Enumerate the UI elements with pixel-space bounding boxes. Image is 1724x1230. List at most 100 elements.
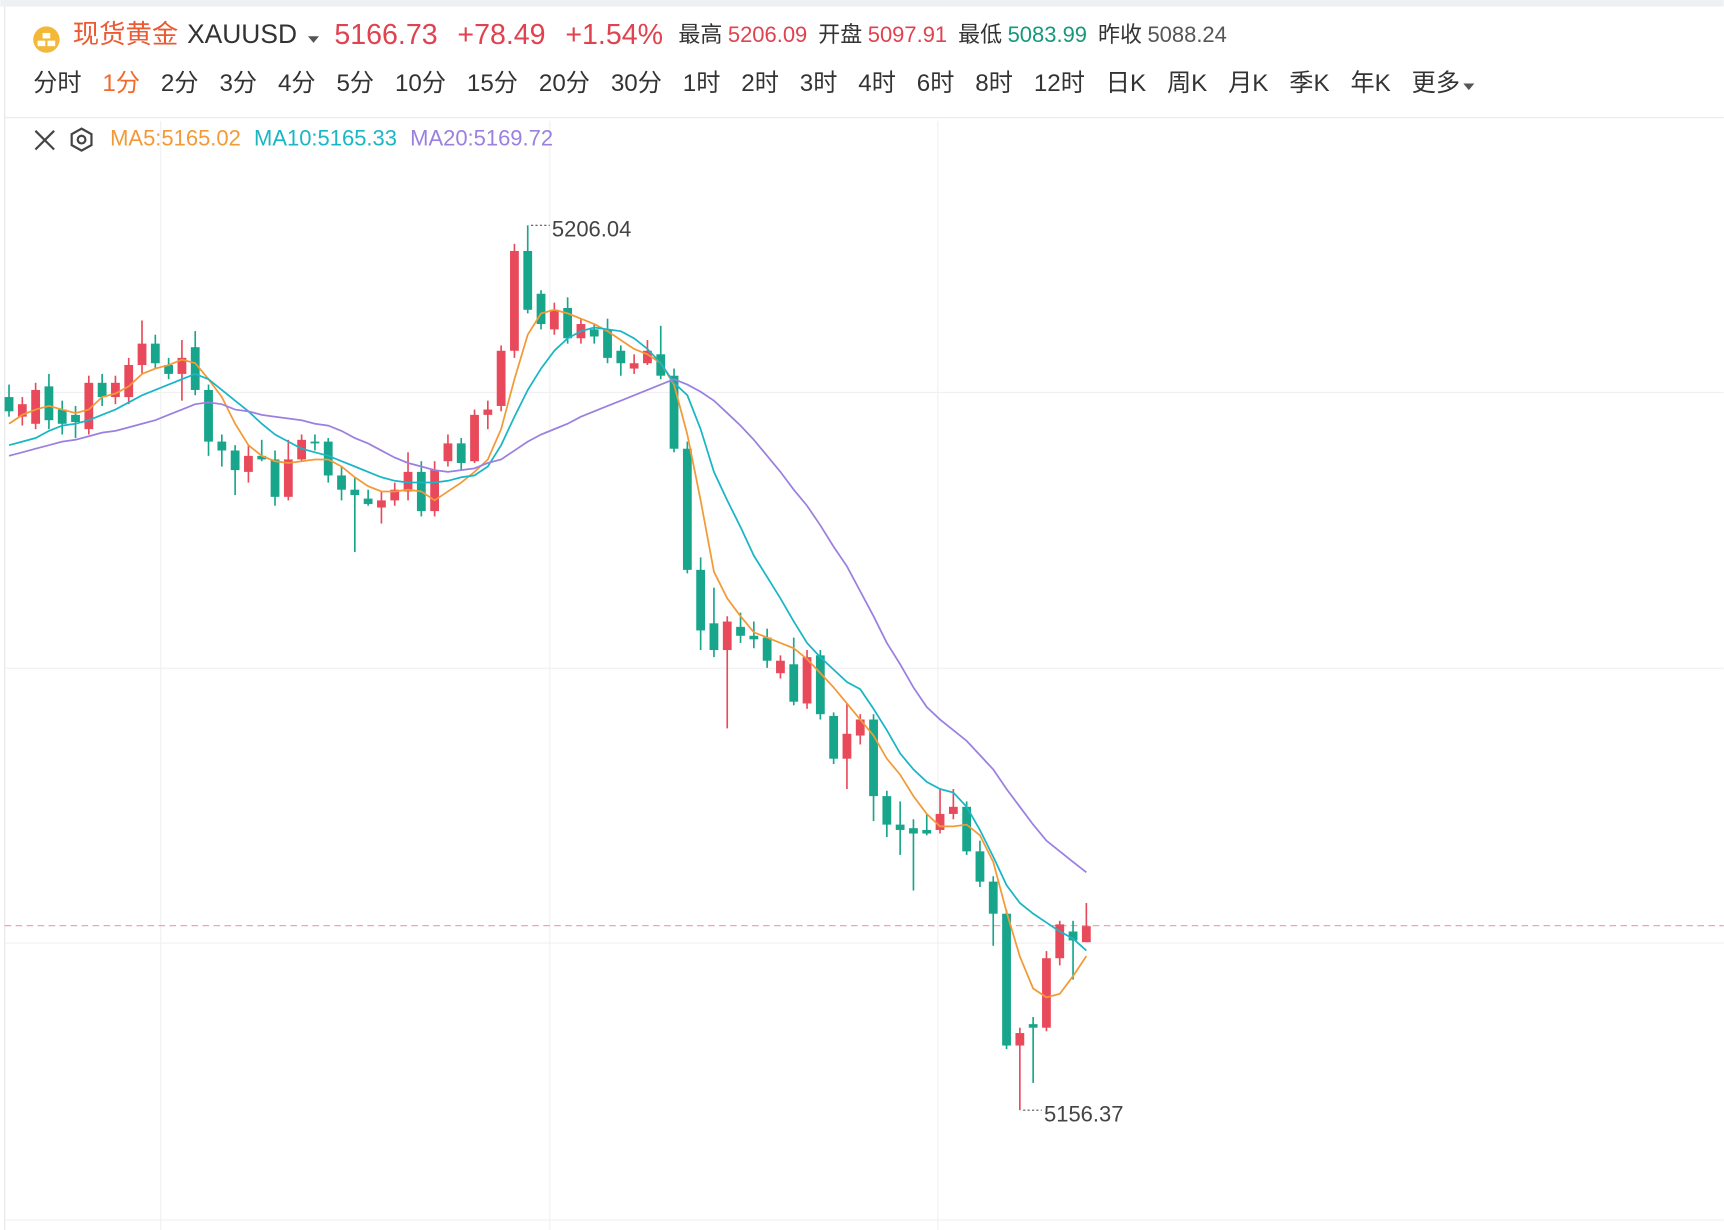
stat-label: 最高: [678, 22, 722, 47]
price: 5166.73: [334, 19, 437, 51]
candle-body: [523, 250, 533, 310]
candle-body: [1002, 913, 1011, 1046]
candle-body: [150, 343, 160, 364]
candle-body: [483, 409, 493, 415]
period-tab[interactable]: 6时: [917, 70, 955, 97]
change: +78.49: [457, 19, 545, 51]
candle-body: [776, 660, 785, 674]
candle-body: [230, 450, 240, 471]
candle-body: [563, 307, 573, 339]
candle-body: [337, 475, 346, 490]
candle-body: [682, 448, 692, 570]
candle-body: [722, 621, 732, 651]
period-tab[interactable]: 15分: [467, 70, 518, 97]
period-tab[interactable]: 分时: [33, 70, 81, 97]
period-tab[interactable]: 更多: [1412, 70, 1460, 97]
candle-body: [815, 655, 825, 715]
period-tab[interactable]: 1分: [102, 70, 140, 97]
candle-body: [1081, 926, 1091, 943]
candle-body: [855, 719, 865, 736]
candle-body: [363, 498, 373, 504]
candle-body: [802, 657, 812, 704]
candle-body: [470, 414, 479, 462]
period-tab[interactable]: 4分: [278, 70, 316, 97]
period-tab[interactable]: 3分: [219, 70, 257, 97]
candle-body: [549, 309, 559, 330]
period-tab[interactable]: 3时: [800, 70, 838, 97]
period-tab[interactable]: 季K: [1289, 70, 1329, 97]
candle-body: [842, 733, 852, 759]
period-tab[interactable]: 30分: [611, 70, 662, 97]
period-tab[interactable]: 5分: [336, 70, 374, 97]
candle-body: [869, 719, 878, 797]
candle-body: [137, 343, 147, 366]
candle-body: [749, 635, 759, 640]
candle-body: [297, 439, 307, 460]
candle-body: [709, 623, 719, 651]
candle-body: [31, 389, 41, 424]
candle-body: [789, 664, 799, 702]
candle-body: [177, 357, 187, 374]
candle-body: [204, 389, 213, 442]
stat-value: 5097.91: [868, 22, 947, 47]
candle-body: [1055, 924, 1065, 959]
settings-icon[interactable]: [70, 127, 93, 152]
period-tab[interactable]: 2分: [161, 70, 199, 97]
stat-label: 昨收: [1098, 22, 1142, 47]
candle-body: [948, 806, 958, 814]
candle-body: [629, 363, 639, 369]
candle-body: [1015, 1033, 1025, 1046]
candle-body: [310, 441, 320, 444]
period-tab[interactable]: 4时: [858, 70, 896, 97]
candle-body: [589, 329, 599, 337]
period-tab[interactable]: 20分: [539, 70, 590, 97]
stat-value: 5206.09: [728, 22, 807, 47]
stat-value: 5088.24: [1147, 22, 1226, 47]
candle-body: [696, 569, 706, 631]
candle-body: [496, 350, 506, 406]
legend-separator: :: [468, 125, 474, 150]
candle-body: [1068, 931, 1078, 941]
candle-body: [44, 386, 54, 421]
period-tab[interactable]: 8时: [975, 70, 1013, 97]
candle-body: [736, 626, 745, 636]
period-tab[interactable]: 12时: [1034, 70, 1085, 97]
candle-body: [603, 329, 612, 358]
legend-entry: MA20:5169.72: [410, 125, 553, 150]
ma-line: [8, 308, 1088, 999]
candle-body: [111, 382, 120, 398]
period-tab[interactable]: 月K: [1228, 70, 1268, 97]
period-tab[interactable]: 10分: [395, 70, 446, 97]
candle-body: [656, 354, 666, 376]
period-tab[interactable]: 日K: [1106, 70, 1146, 97]
candle-body: [217, 441, 227, 451]
candle-body: [17, 404, 27, 417]
period-tab[interactable]: 2时: [741, 70, 779, 97]
stat-label: 开盘: [818, 22, 862, 47]
candle-body: [390, 489, 400, 501]
candle-body: [895, 824, 905, 830]
symbol[interactable]: XAUUSD: [187, 19, 297, 49]
candle-body: [377, 500, 386, 508]
period-tab[interactable]: 1时: [683, 70, 721, 97]
candle-body: [97, 382, 107, 398]
candle-body: [190, 347, 200, 390]
candle-body: [882, 796, 892, 825]
candle-body: [829, 715, 839, 759]
period-tab[interactable]: 年K: [1351, 70, 1391, 97]
candle-body: [430, 470, 440, 512]
legend-separator: :: [311, 125, 317, 150]
period-tab[interactable]: 周K: [1167, 70, 1207, 97]
candle-body: [988, 881, 998, 914]
candle-body: [164, 365, 174, 374]
legend-value: 5169.72: [474, 125, 553, 150]
candle-body: [616, 350, 626, 364]
close-icon[interactable]: [34, 130, 55, 151]
candle-body: [643, 350, 652, 364]
candle-body: [669, 375, 679, 449]
legend-entry: MA10:5165.33: [254, 125, 397, 150]
candle-body: [350, 489, 360, 496]
legend-value: 5165.02: [161, 125, 240, 150]
ma-line: [8, 378, 1087, 874]
